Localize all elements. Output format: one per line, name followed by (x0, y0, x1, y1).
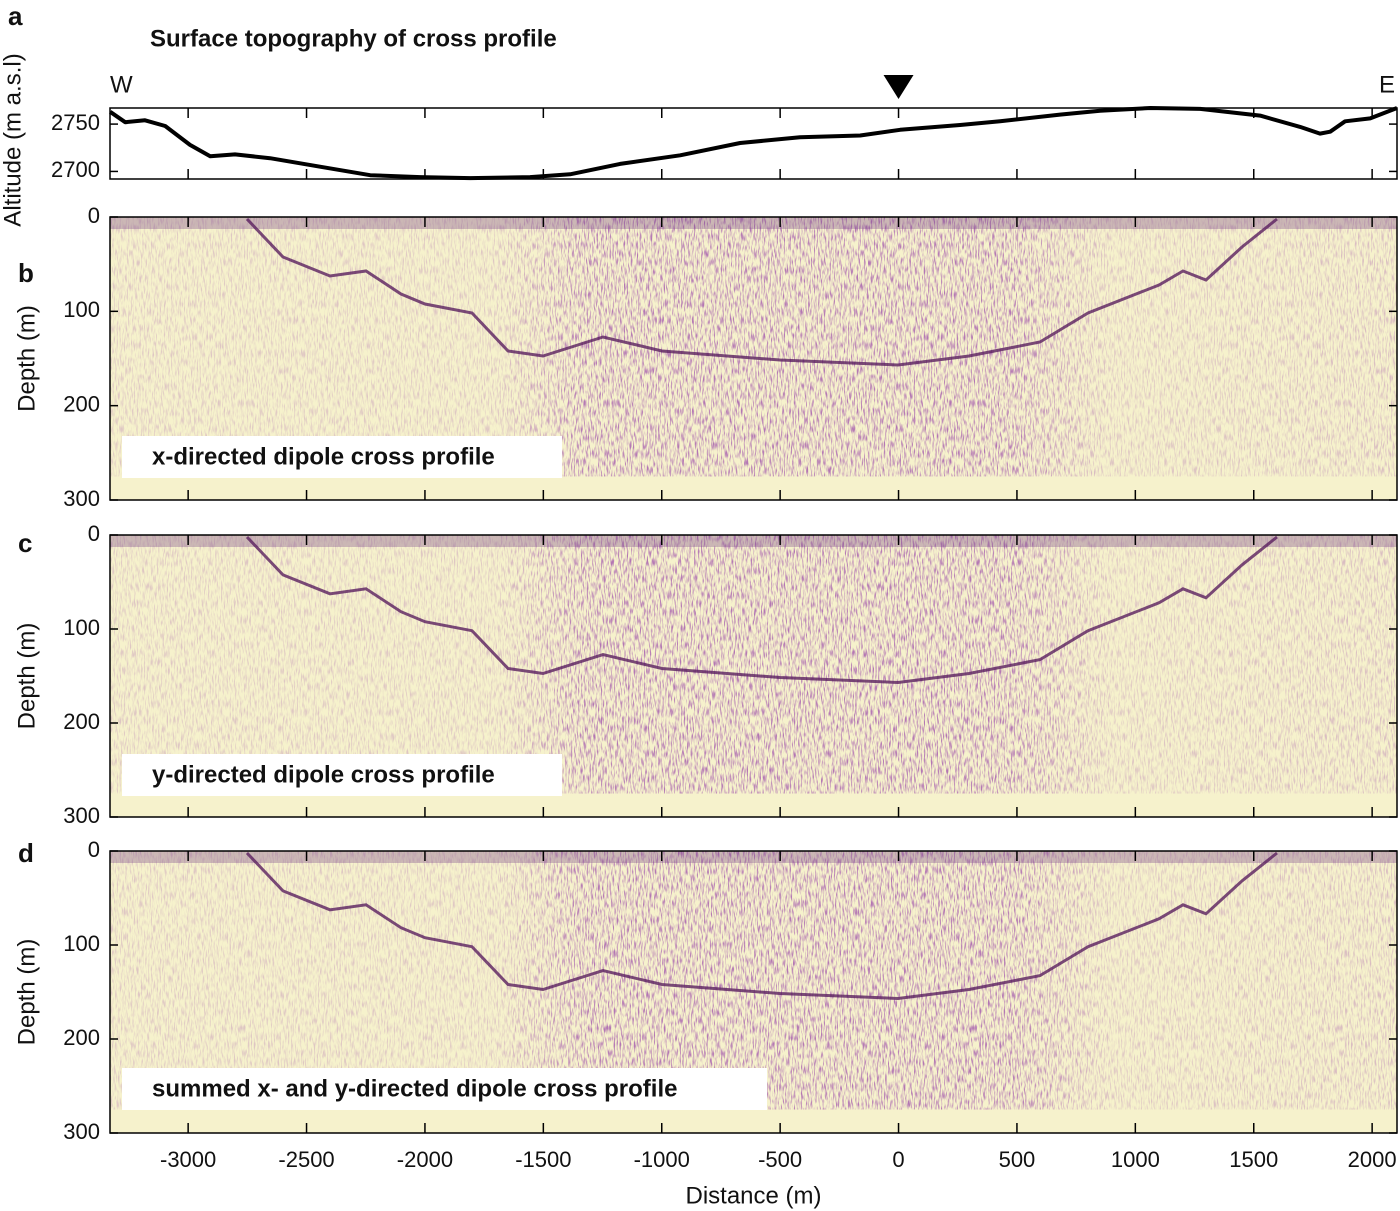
plot-frame (109, 107, 1398, 180)
y-tick-label: 2750 (51, 110, 100, 135)
y-axis-label: Altitude (m a.s.l) (0, 53, 26, 226)
x-tick-label: -500 (758, 1147, 802, 1172)
x-tick-label: -2500 (278, 1147, 334, 1172)
panel-label: d (18, 838, 34, 868)
direction-label: W (110, 71, 133, 98)
bed-reflector (245, 217, 1278, 367)
y-tick-label: 100 (63, 931, 100, 956)
caption-box (122, 436, 562, 478)
y-tick-label: 200 (63, 709, 100, 734)
x-tick-label: 1000 (1111, 1147, 1160, 1172)
panel-label: a (8, 1, 23, 31)
radargram-noise (110, 851, 1397, 1110)
y-tick-label: 2700 (51, 157, 100, 182)
chart-title: Surface topography of cross profile (150, 25, 557, 52)
topography-line (109, 106, 1398, 181)
y-tick-label: 0 (88, 521, 100, 546)
radargram-noise (110, 217, 1397, 477)
y-tick-label: 100 (63, 615, 100, 640)
x-tick-label: 0 (892, 1147, 904, 1172)
panel-caption: x-directed dipole cross profile (152, 443, 495, 470)
surface-band (110, 217, 1397, 229)
y-axis-label: Depth (m) (13, 939, 40, 1046)
y-tick-label: 300 (63, 486, 100, 511)
y-tick-label: 100 (63, 297, 100, 322)
x-tick-label: 2000 (1348, 1147, 1397, 1172)
caption-box (122, 1068, 767, 1110)
plot-frame (109, 534, 1398, 818)
y-tick-label: 0 (88, 203, 100, 228)
x-tick-label: -1000 (634, 1147, 690, 1172)
x-tick-label: -1500 (515, 1147, 571, 1172)
radargram-noise (110, 535, 1397, 794)
x-tick-label: 500 (999, 1147, 1036, 1172)
y-axis-label: Depth (m) (13, 305, 40, 412)
x-axis-label: Distance (m) (685, 1182, 821, 1209)
y-tick-label: 0 (88, 837, 100, 862)
y-axis-label: Depth (m) (13, 623, 40, 730)
position-marker (883, 75, 914, 99)
bed-reflector (245, 851, 1278, 1001)
bed-reflector (245, 535, 1278, 685)
x-tick-label: -2000 (397, 1147, 453, 1172)
caption-box (122, 754, 562, 796)
panel-label: b (18, 258, 34, 288)
y-tick-label: 200 (63, 1025, 100, 1050)
surface-band (110, 535, 1397, 547)
y-tick-label: 300 (63, 803, 100, 828)
direction-label: E (1379, 71, 1395, 98)
x-tick-label: 1500 (1229, 1147, 1278, 1172)
y-tick-label: 300 (63, 1119, 100, 1144)
panel-label: c (18, 528, 32, 558)
y-tick-label: 200 (63, 391, 100, 416)
panel-caption: summed x- and y-directed dipole cross pr… (152, 1075, 677, 1102)
surface-band (110, 851, 1397, 863)
plot-frame (109, 216, 1398, 501)
radargram (110, 217, 1397, 500)
x-tick-label: -3000 (160, 1147, 216, 1172)
panel-caption: y-directed dipole cross profile (152, 761, 495, 788)
plot-frame (109, 850, 1398, 1134)
